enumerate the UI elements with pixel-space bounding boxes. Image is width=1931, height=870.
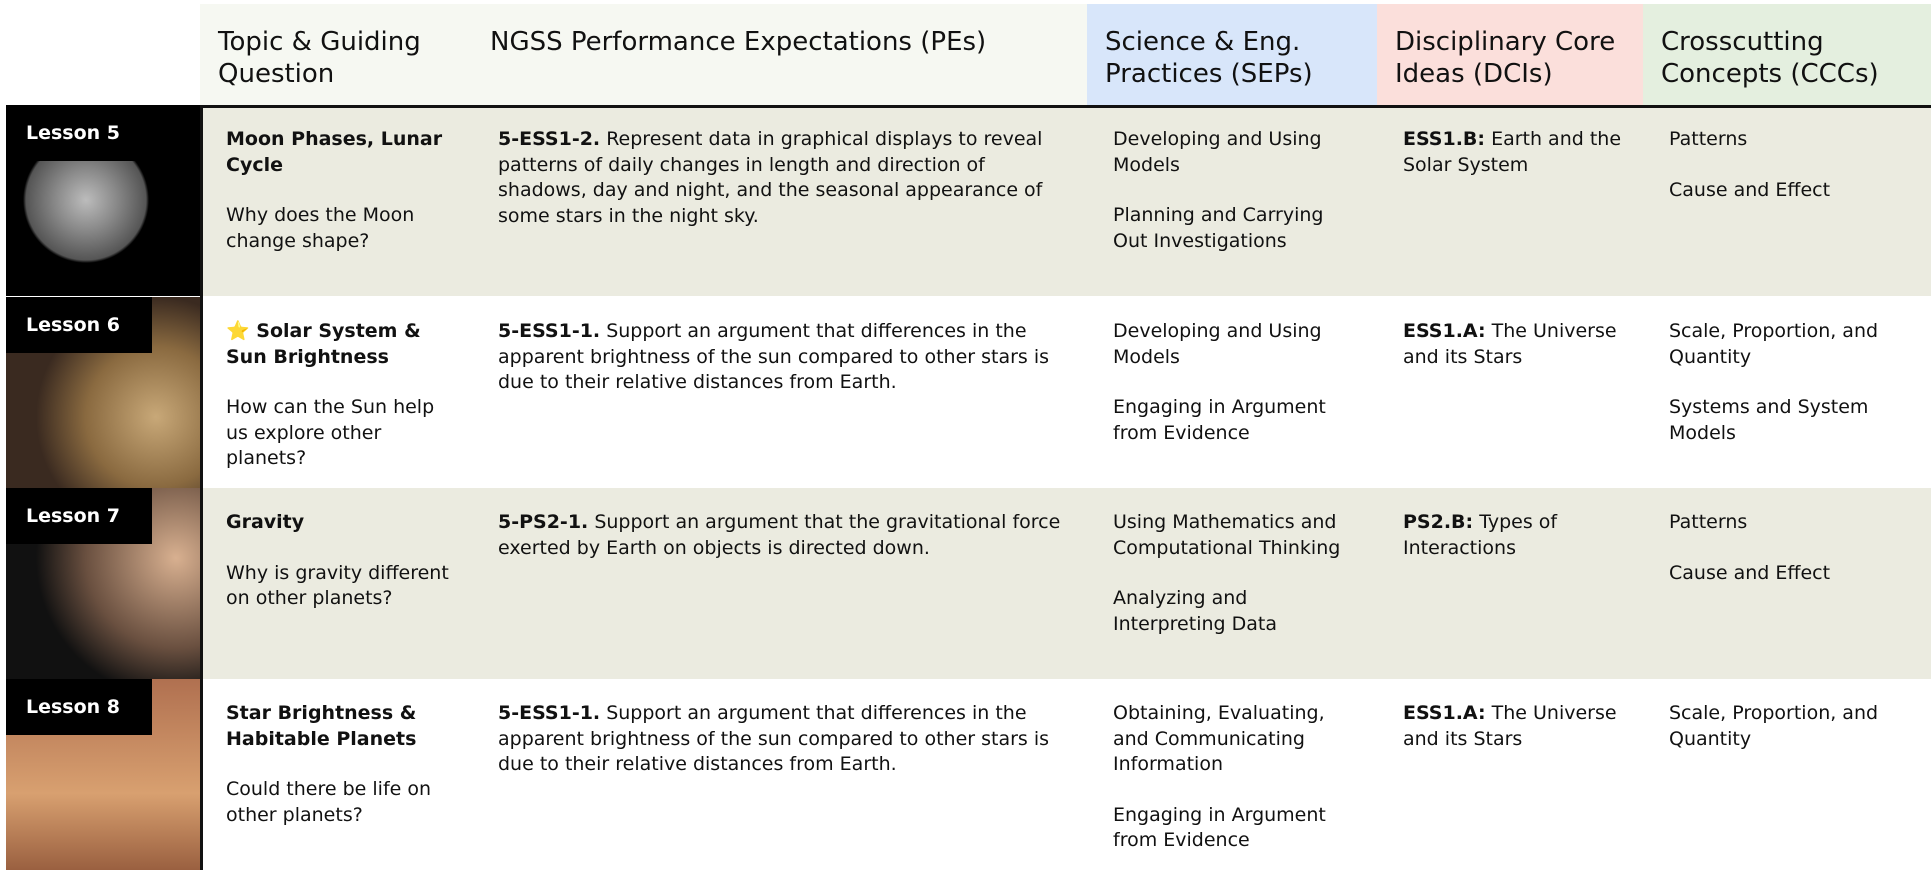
- cell: Scale, Proportion, and Quantity: [1643, 679, 1931, 870]
- column-header: Crosscutting Concepts (CCCs): [1643, 4, 1931, 105]
- lesson-image: Lesson 8: [6, 679, 200, 870]
- cell: Gravity Why is gravity different on other…: [200, 488, 472, 679]
- topic-title-text: Gravity: [226, 511, 305, 533]
- cell: 5-PS2-1. Support an argument that the gr…: [472, 488, 1087, 679]
- dci-text: The Universe and its Stars: [1403, 320, 1617, 368]
- ccc: Scale, Proportion, and Quantity: [1669, 320, 1879, 368]
- column-header: NGSS Performance Expectations (PEs): [472, 4, 1087, 105]
- ccc: Cause and Effect: [1669, 561, 1831, 584]
- ccc: Cause and Effect: [1669, 178, 1831, 201]
- dci-code: PS2.B:: [1403, 511, 1474, 533]
- dci-text: Earth and the Solar System: [1403, 128, 1622, 176]
- topic-title: Star Brightness & Habitable Planets: [226, 701, 454, 752]
- lesson-image: Lesson 5: [6, 105, 200, 296]
- dci: PS2.B: Types of Interactions: [1403, 510, 1625, 561]
- dci: ESS1.A: The Universe and its Stars: [1403, 319, 1625, 370]
- pe: 5-PS2-1. Support an argument that the gr…: [498, 510, 1069, 561]
- cell: Star Brightness & Habitable Planets Could…: [200, 679, 472, 870]
- row-background: [200, 488, 1931, 679]
- pe-code: 5-ESS1-2.: [498, 128, 601, 150]
- guiding-question: How can the Sun help us explore other pl…: [226, 396, 435, 469]
- sep: Analyzing and Interpreting Data: [1113, 587, 1277, 635]
- cell: Developing and Using Models Planning and …: [1087, 105, 1377, 296]
- pe-code: 5-PS2-1.: [498, 511, 589, 533]
- column-header: Disciplinary Core Ideas (DCIs): [1377, 4, 1643, 105]
- row-background: [200, 105, 1931, 296]
- ccc: Systems and System Models: [1669, 396, 1869, 444]
- cell: Using Mathematics and Computational Thin…: [1087, 488, 1377, 679]
- lesson-image: Lesson 6: [6, 297, 200, 488]
- dci-code: ESS1.B:: [1403, 128, 1486, 150]
- sep: Engaging in Argument from Evidence: [1113, 396, 1326, 444]
- topic-title: Gravity: [226, 510, 454, 536]
- cell: ESS1.A: The Universe and its Stars: [1377, 297, 1643, 488]
- sep: Developing and Using Models: [1113, 320, 1322, 368]
- pe: 5-ESS1-2. Represent data in graphical di…: [498, 127, 1069, 229]
- row-background: [200, 297, 1931, 488]
- cell: ESS1.A: The Universe and its Stars: [1377, 679, 1643, 870]
- sep: Obtaining, Evaluating, and Communicating…: [1113, 702, 1325, 775]
- dci-code: ESS1.A:: [1403, 702, 1486, 724]
- cell: Moon Phases, Lunar Cycle Why does the Moo…: [200, 105, 472, 296]
- dci: ESS1.B: Earth and the Solar System: [1403, 127, 1625, 178]
- pe: 5-ESS1-1. Support an argument that diffe…: [498, 701, 1069, 778]
- topic-title: ⭐ Solar System & Sun Brightness: [226, 319, 454, 370]
- pe-text: Represent data in graphical displays to …: [498, 128, 1043, 227]
- dci-text: Types of Interactions: [1403, 511, 1558, 559]
- sep: Using Mathematics and Computational Thin…: [1113, 511, 1341, 559]
- lesson-label: Lesson 7: [6, 488, 152, 544]
- cell: ⭐ Solar System & Sun Brightness How can t…: [200, 297, 472, 488]
- column-header: Science & Eng. Practices (SEPs): [1087, 4, 1377, 105]
- cell: 5-ESS1-1. Support an argument that diffe…: [472, 297, 1087, 488]
- cell: Developing and Using Models Engaging in A…: [1087, 297, 1377, 488]
- sep: Engaging in Argument from Evidence: [1113, 803, 1326, 852]
- row-background: [200, 679, 1931, 870]
- lesson-label: Lesson 8: [6, 679, 152, 735]
- topic-title-text: Star Brightness & Habitable Planets: [226, 702, 417, 750]
- guiding-question: Could there be life on other planets?: [226, 778, 432, 826]
- cell: PS2.B: Types of Interactions: [1377, 488, 1643, 679]
- pe-text: Support an argument that differences in …: [498, 702, 1050, 775]
- column-header: Topic & Guiding Question: [200, 4, 472, 105]
- topic-title-text: ⭐ Solar System & Sun Brightness: [226, 320, 421, 368]
- guiding-question: Why does the Moon change shape?: [226, 204, 415, 252]
- cell: Obtaining, Evaluating, and Communicating…: [1087, 679, 1377, 870]
- dci-code: ESS1.A:: [1403, 320, 1486, 342]
- topic-title-text: Moon Phases, Lunar Cycle: [226, 128, 443, 176]
- cell: 5-ESS1-2. Represent data in graphical di…: [472, 105, 1087, 296]
- pe-code: 5-ESS1-1.: [498, 702, 601, 724]
- pe-text: Support an argument that the gravitation…: [498, 511, 1061, 559]
- dci-text: The Universe and its Stars: [1403, 702, 1617, 750]
- cell: Patterns Cause and Effect: [1643, 105, 1931, 296]
- pe: 5-ESS1-1. Support an argument that diffe…: [498, 319, 1069, 396]
- cell: Scale, Proportion, and Quantity Systems a…: [1643, 297, 1931, 488]
- lesson-label: Lesson 5: [6, 105, 152, 161]
- lesson-label: Lesson 6: [6, 297, 152, 353]
- dci: ESS1.A: The Universe and its Stars: [1403, 701, 1625, 752]
- guiding-question: Why is gravity different on other planet…: [226, 561, 449, 610]
- cell: Patterns Cause and Effect: [1643, 488, 1931, 679]
- ccc: Patterns: [1669, 511, 1748, 533]
- ccc: Patterns: [1669, 128, 1748, 150]
- sep: Developing and Using Models: [1113, 128, 1322, 176]
- lesson-image: Lesson 7: [6, 488, 200, 679]
- ccc: Scale, Proportion, and Quantity: [1669, 702, 1879, 750]
- sep: Planning and Carrying Out Investigations: [1113, 204, 1324, 252]
- cell: ESS1.B: Earth and the Solar System: [1377, 105, 1643, 296]
- pe-code: 5-ESS1-1.: [498, 320, 601, 342]
- topic-title: Moon Phases, Lunar Cycle: [226, 127, 454, 178]
- pe-text: Support an argument that differences in …: [498, 320, 1050, 393]
- cell: 5-ESS1-1. Support an argument that diffe…: [472, 679, 1087, 870]
